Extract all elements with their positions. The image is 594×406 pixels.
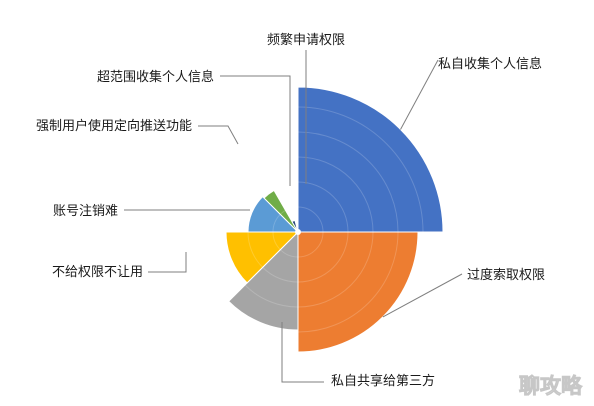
sector-账号注销难 [247, 195, 300, 233]
leader-过度索取权限 [382, 273, 463, 318]
grid-ring [172, 106, 424, 358]
leader-超范围收集个人信息 [220, 75, 291, 186]
label-超范围收集个人信息: 超范围收集个人信息 [97, 69, 214, 85]
sector-超范围收集个人信息 [291, 219, 299, 233]
leader-lines [124, 50, 463, 383]
sector-私自收集个人信息 [297, 86, 444, 233]
grid-ring [197, 131, 399, 333]
watermark: 聊攻略 [519, 374, 583, 398]
sector-私自共享给第三方 [227, 230, 299, 331]
sector-group [225, 86, 444, 353]
grid-rings [172, 106, 424, 358]
leader-私自共享给第三方 [281, 322, 324, 383]
center-dot [295, 229, 301, 235]
sector-不给权限不让用 [225, 231, 300, 284]
sector-强制用户使用定向推送功能 [263, 189, 299, 233]
grid-ring [222, 156, 374, 308]
label-过度索取权限: 过度索取权限 [467, 267, 545, 283]
category-labels: 私自收集个人信息 过度索取权限 私自共享给第三方 不给权限不让用 账号注销难 强… [36, 32, 545, 389]
leader-私自收集个人信息 [400, 59, 439, 130]
grid-ring [247, 181, 349, 283]
label-私自共享给第三方: 私自共享给第三方 [331, 373, 435, 389]
label-私自收集个人信息: 私自收集个人信息 [438, 56, 542, 72]
label-频繁申请权限: 频繁申请权限 [267, 32, 345, 48]
leader-不给权限不让用 [148, 252, 187, 273]
grid-ring [272, 206, 324, 258]
label-不给权限不让用: 不给权限不让用 [52, 264, 143, 280]
sector-过度索取权限 [297, 231, 419, 353]
label-账号注销难: 账号注销难 [53, 204, 118, 219]
leader-强制用户使用定向推送功能 [198, 125, 239, 145]
label-强制用户使用定向推送功能: 强制用户使用定向推送功能 [36, 118, 192, 134]
